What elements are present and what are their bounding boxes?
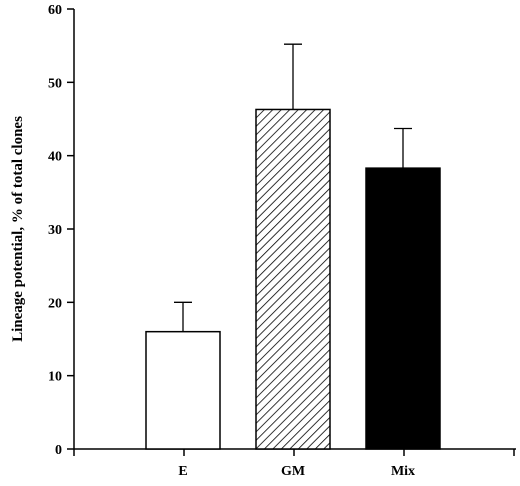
- x-tick-label: Mix: [391, 464, 415, 479]
- y-tick-label: 60: [48, 3, 62, 18]
- bar-e: [145, 330, 221, 450]
- y-axis-label: Lineage potential, % of total clones: [10, 116, 26, 342]
- x-tick-label: E: [178, 464, 187, 479]
- bar-mix: [365, 167, 441, 450]
- y-tick-label: 30: [48, 223, 62, 238]
- error-bars: [174, 43, 412, 332]
- y-tick-label: 50: [48, 76, 62, 91]
- y-tick-label: 20: [48, 296, 62, 311]
- y-tick-label: 10: [48, 370, 62, 385]
- bars: [145, 108, 441, 450]
- x-tick-label: GM: [281, 464, 305, 479]
- bar-gm: [255, 108, 331, 450]
- y-axis-label-group: Lineage potential, % of total clones: [10, 116, 26, 342]
- y-tick-label: 0: [55, 443, 62, 458]
- y-tick-label: 40: [48, 150, 62, 165]
- y-axis: 0 10 20 30 40 50 60: [48, 3, 75, 458]
- x-axis: E GM Mix: [73, 448, 516, 479]
